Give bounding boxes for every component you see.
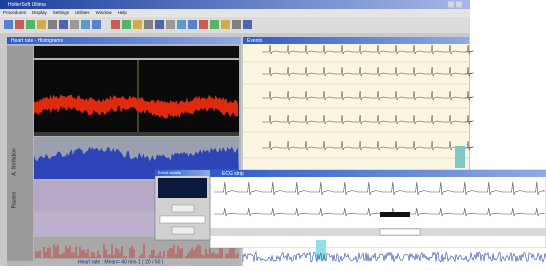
tool-button[interactable] <box>26 20 35 29</box>
tool-button[interactable] <box>92 20 101 29</box>
tool-button[interactable] <box>111 20 120 29</box>
menu-item[interactable]: Display <box>32 10 48 15</box>
menu-item[interactable]: Utilities <box>75 10 90 15</box>
status-text: Heart rate : Mean= 40 min-1 ( 20 / 50 ) <box>78 259 164 265</box>
heart-rate-plot <box>34 60 239 132</box>
menu-item[interactable]: Window <box>96 10 113 15</box>
details-title: Event details <box>158 170 181 175</box>
tool-button[interactable] <box>243 20 252 29</box>
tool-button[interactable] <box>59 20 68 29</box>
close-button[interactable] <box>456 2 462 8</box>
tool-button[interactable] <box>199 20 208 29</box>
strip-toolbar <box>210 228 546 236</box>
time-axis <box>34 132 239 136</box>
tool-button[interactable] <box>188 20 197 29</box>
side-label: A. fibrillation <box>11 148 17 175</box>
menu-bar <box>0 9 470 17</box>
side-label: Pauses <box>11 191 17 208</box>
menu: Procedures Display Settings Utilities Window… <box>3 10 127 15</box>
tool-button[interactable] <box>232 20 241 29</box>
tool-button[interactable] <box>122 20 131 29</box>
window-title: HolterSoft Ultima <box>8 2 46 8</box>
selected-marker <box>455 146 465 168</box>
screenshot: HolterSoft Ultima Procedures Display Setti… <box>0 0 546 266</box>
events-window <box>243 37 469 172</box>
overview-strip <box>34 46 239 58</box>
events-header <box>243 37 469 44</box>
tool-button[interactable] <box>155 20 164 29</box>
tool-button[interactable] <box>4 20 13 29</box>
strip-header <box>210 170 546 177</box>
tool-button[interactable] <box>144 20 153 29</box>
measure-bar <box>380 212 410 217</box>
details-button[interactable] <box>172 227 194 234</box>
time-field[interactable] <box>380 229 420 235</box>
details-button[interactable] <box>172 205 194 212</box>
tool-button[interactable] <box>166 20 175 29</box>
events-title: Events <box>247 38 263 44</box>
strip-title: ECG strip <box>222 171 244 177</box>
tool-button[interactable] <box>81 20 90 29</box>
trend-title: Heart rate - Histograms <box>11 38 63 44</box>
tool-button[interactable] <box>177 20 186 29</box>
strip-window <box>210 170 546 248</box>
toolbar-icons <box>4 20 252 29</box>
title-bar <box>0 0 470 9</box>
tool-button[interactable] <box>70 20 79 29</box>
menu-item[interactable]: Help <box>118 10 128 15</box>
menu-item[interactable]: Procedures <box>3 10 27 15</box>
details-field[interactable] <box>160 216 205 223</box>
minimize-button[interactable] <box>448 2 454 8</box>
tool-button[interactable] <box>37 20 46 29</box>
tool-button[interactable] <box>15 20 24 29</box>
tool-button[interactable] <box>133 20 142 29</box>
tool-button[interactable] <box>48 20 57 29</box>
menu-item[interactable]: Settings <box>53 10 70 15</box>
details-display <box>158 178 207 198</box>
tool-button[interactable] <box>221 20 230 29</box>
tool-button[interactable] <box>210 20 219 29</box>
